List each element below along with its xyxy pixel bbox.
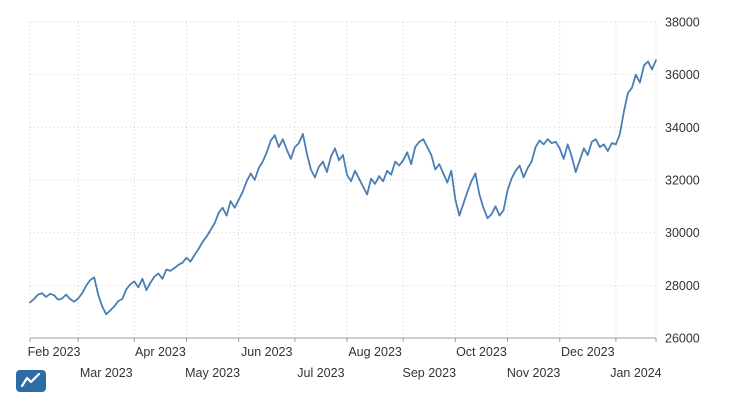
y-axis-tick-label: 36000 [665, 68, 700, 82]
y-axis-tick-label: 38000 [665, 16, 700, 30]
y-axis-tick-label: 34000 [665, 121, 700, 135]
x-axis-month-label: May 2023 [185, 366, 240, 380]
y-axis-tick-label: 32000 [665, 174, 700, 188]
x-axis-month-label: Jan 2024 [610, 366, 661, 380]
price-line [29, 59, 657, 316]
x-axis-month-label: Feb 2023 [28, 345, 81, 359]
x-axis-month-label: Apr 2023 [135, 345, 186, 359]
x-axis-month-label: Aug 2023 [348, 345, 402, 359]
x-axis-month-label: Oct 2023 [456, 345, 507, 359]
y-axis-tick-label: 26000 [665, 332, 700, 346]
y-axis-tick-label: 30000 [665, 226, 700, 240]
x-axis-month-label: Nov 2023 [507, 366, 561, 380]
x-axis-month-label: Mar 2023 [80, 366, 133, 380]
trading-economics-logo[interactable] [16, 370, 46, 392]
x-axis-month-label: Dec 2023 [561, 345, 615, 359]
y-axis-tick-label: 28000 [665, 279, 700, 293]
x-axis-month-label: Jul 2023 [297, 366, 344, 380]
x-axis-month-label: Sep 2023 [403, 366, 457, 380]
logo-zigzag-icon [20, 372, 41, 388]
x-axis-month-label: Jun 2023 [241, 345, 292, 359]
